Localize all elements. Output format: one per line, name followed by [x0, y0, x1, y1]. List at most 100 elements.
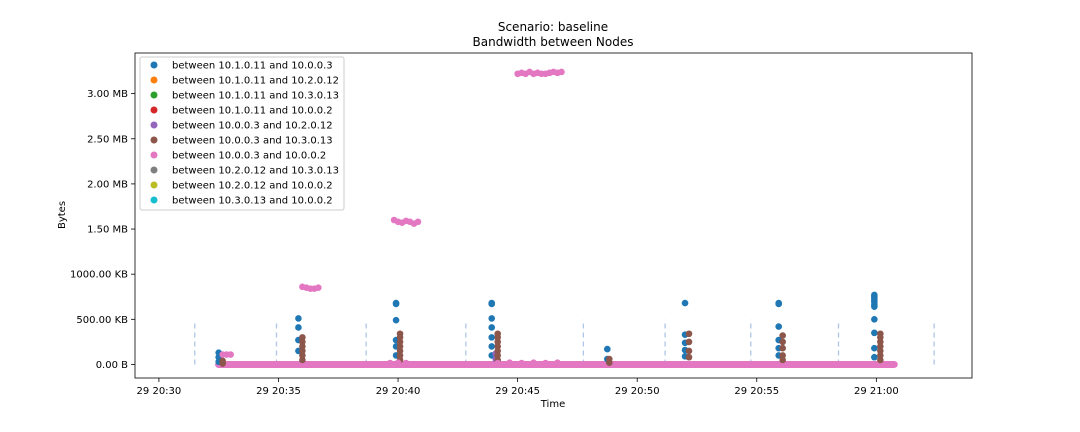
- x-tick-label: 29 20:30: [137, 386, 182, 397]
- legend-label: between 10.1.0.11 and 10.0.0.3: [172, 61, 333, 72]
- data-point: [299, 343, 306, 350]
- data-point: [877, 352, 884, 359]
- data-point: [219, 360, 226, 367]
- legend-label: between 10.1.0.11 and 10.3.0.13: [172, 91, 339, 102]
- data-point: [414, 218, 422, 226]
- data-point: [295, 315, 302, 322]
- legend-marker: [150, 91, 158, 99]
- y-tick-label: 1.50 MB: [87, 225, 128, 236]
- data-point: [299, 334, 306, 341]
- legend-marker: [150, 196, 158, 204]
- legend-marker: [150, 151, 158, 159]
- data-point: [488, 343, 496, 350]
- legend-label: between 10.1.0.11 and 10.2.0.12: [172, 76, 339, 87]
- data-point: [315, 284, 322, 292]
- data-point: [402, 359, 410, 367]
- data-point: [685, 330, 693, 338]
- x-axis-ticks: 29 20:30 29 20:35 29 20:40 29 20:45 29 20:50…: [137, 378, 899, 397]
- data-point: [518, 359, 525, 367]
- legend-marker: [150, 106, 158, 114]
- data-point: [775, 323, 782, 330]
- plot-frame: [134, 52, 973, 379]
- data-point: [871, 353, 878, 361]
- data-point: [871, 303, 878, 310]
- y-tick-label: 1000.00 KB: [70, 270, 128, 281]
- data-point: [227, 351, 234, 358]
- data-point: [542, 359, 549, 367]
- data-point: [494, 334, 502, 341]
- timing-markers: [194, 319, 935, 365]
- data-point: [877, 334, 884, 341]
- x-tick-label: 29 20:45: [495, 386, 540, 397]
- x-tick-label: 29 20:50: [615, 386, 660, 397]
- data-point: [494, 359, 502, 367]
- legend-marker: [150, 136, 158, 144]
- y-tick-label: 2.00 MB: [87, 179, 128, 190]
- legend-frame: [139, 56, 345, 211]
- legend-label: between 10.0.0.3 and 10.3.0.13: [172, 136, 333, 147]
- data-point: [685, 353, 693, 361]
- data-point: [396, 334, 404, 341]
- data-point: [396, 352, 404, 359]
- x-tick-label: 29 21:00: [854, 386, 899, 397]
- data-point: [604, 345, 611, 353]
- legend-label: between 10.2.0.12 and 10.3.0.13: [172, 166, 339, 177]
- legend: between 10.1.0.11 and 10.0.0.3 between 10…: [139, 56, 345, 211]
- data-point: [299, 352, 306, 359]
- x-tick-label: 29 20:40: [376, 386, 421, 397]
- data-point: [779, 352, 786, 359]
- y-tick-label: 2.50 MB: [87, 134, 128, 145]
- y-axis-label: Bytes: [57, 201, 68, 229]
- y-tick-label: 3.00 MB: [87, 89, 128, 100]
- data-point: [396, 347, 404, 355]
- data-point: [494, 352, 502, 359]
- data-point: [299, 338, 306, 346]
- data-point: [396, 343, 404, 350]
- data-point: [877, 356, 884, 364]
- data-point: [871, 329, 878, 337]
- data-point: [396, 338, 404, 346]
- y-tick-label: 0.00 B: [96, 360, 128, 371]
- data-point: [779, 332, 786, 339]
- legend-marker: [150, 181, 158, 189]
- legend-marker: [150, 61, 158, 69]
- data-point: [494, 338, 502, 346]
- data-point: [681, 299, 689, 307]
- data-point: [494, 347, 502, 355]
- data-point: [386, 359, 394, 367]
- legend-marker: [150, 166, 158, 174]
- data-point: [685, 347, 693, 355]
- data-point: [394, 359, 402, 366]
- data-point: [506, 359, 513, 366]
- x-axis-label: Time: [540, 399, 565, 410]
- data-point: [488, 315, 496, 322]
- data-point: [779, 338, 786, 346]
- data-point: [299, 347, 306, 355]
- data-point: [871, 344, 878, 352]
- legend-marker: [150, 76, 158, 84]
- data-point: [877, 338, 884, 346]
- data-point: [871, 316, 878, 323]
- data-point: [530, 359, 537, 366]
- chart-title: Scenario: baseline: [498, 20, 608, 34]
- legend-label: between 10.0.0.3 and 10.0.0.2: [172, 151, 326, 162]
- data-point: [488, 324, 496, 331]
- data-point: [295, 324, 302, 331]
- data-points: [215, 68, 884, 367]
- y-tick-label: 500.00 KB: [76, 315, 128, 326]
- data-point: [554, 359, 561, 366]
- legend-label: between 10.0.0.3 and 10.2.0.12: [172, 121, 333, 132]
- data-point: [606, 359, 613, 366]
- data-point: [558, 68, 565, 76]
- data-point: [779, 344, 786, 352]
- data-point: [685, 338, 693, 346]
- legend-label: between 10.1.0.11 and 10.0.0.2: [172, 106, 333, 117]
- x-tick-label: 29 20:55: [734, 386, 779, 397]
- data-point: [392, 316, 400, 324]
- data-point: [877, 343, 884, 350]
- data-point: [488, 334, 496, 341]
- data-point: [494, 343, 502, 350]
- y-axis-ticks: 0.00 B 500.00 KB 1000.00 KB 1.50 MB 2.00 MB 2…: [70, 89, 135, 371]
- data-point: [779, 356, 786, 364]
